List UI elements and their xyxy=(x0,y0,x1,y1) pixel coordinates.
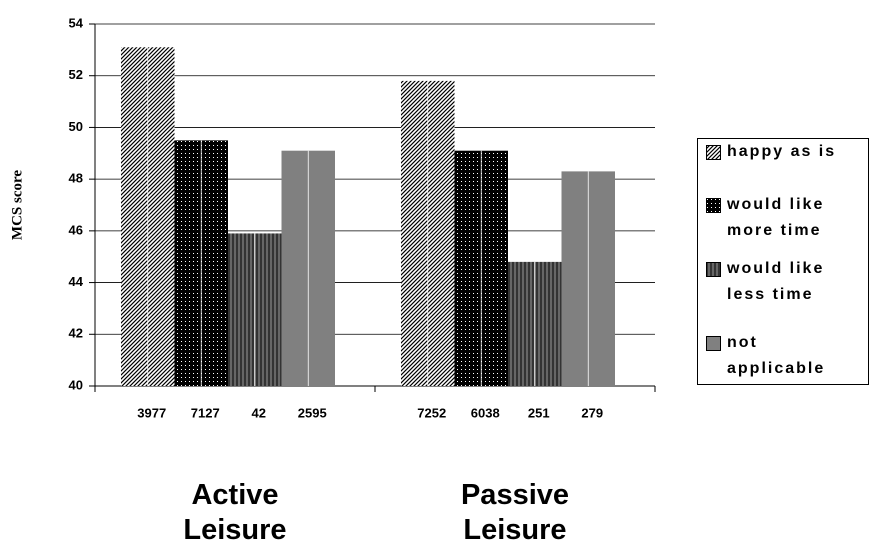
category-label: Passive Leisure xyxy=(460,479,570,545)
legend-entry: happy as is xyxy=(706,139,866,165)
category-label: Active Leisure xyxy=(183,479,287,545)
count-label: 7127 xyxy=(191,405,220,420)
legend-swatch xyxy=(706,145,721,160)
count-label: 7252 xyxy=(417,405,446,420)
count-label: 279 xyxy=(581,405,603,420)
legend-label: happy as is xyxy=(727,143,837,160)
legend-label: would like less time xyxy=(727,260,825,303)
count-label: 2595 xyxy=(298,405,327,420)
y-tick-label: 42 xyxy=(69,326,83,341)
legend: happy as is would like more time would lik… xyxy=(697,138,869,385)
count-label: 3977 xyxy=(137,405,166,420)
legend-label: would like more time xyxy=(727,196,825,239)
y-tick-label: 40 xyxy=(69,377,83,392)
count-label: 6038 xyxy=(471,405,500,420)
legend-entry: would like less time xyxy=(706,256,866,308)
y-axis-label: MCS score xyxy=(9,170,25,240)
y-tick-label: 52 xyxy=(69,67,83,82)
y-tick-label: 54 xyxy=(69,15,84,30)
legend-swatch xyxy=(706,336,721,351)
y-tick-label: 46 xyxy=(69,222,83,237)
count-label: 251 xyxy=(528,405,550,420)
y-tick-label: 50 xyxy=(69,119,83,134)
legend-entry: would like more time xyxy=(706,192,866,244)
legend-swatch xyxy=(706,262,721,277)
legend-swatch xyxy=(706,198,721,213)
legend-entry: not applicable xyxy=(706,330,866,382)
y-tick-label: 48 xyxy=(69,171,83,186)
legend-label: not applicable xyxy=(727,334,826,377)
count-label: 42 xyxy=(252,405,266,420)
y-tick-label: 44 xyxy=(69,274,84,289)
